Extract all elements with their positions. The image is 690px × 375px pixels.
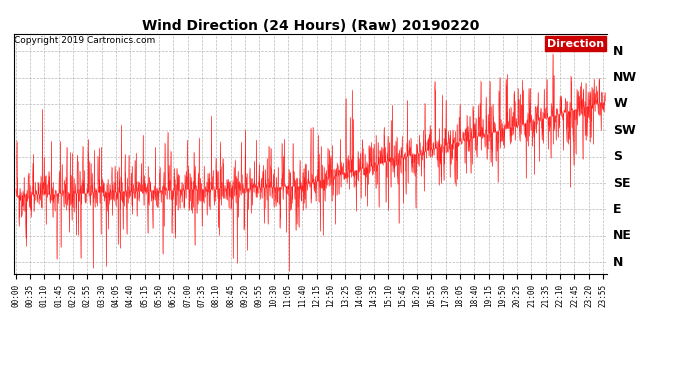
Title: Wind Direction (24 Hours) (Raw) 20190220: Wind Direction (24 Hours) (Raw) 20190220 [142,19,479,33]
Text: S: S [613,150,622,163]
Text: N: N [613,45,624,58]
Text: W: W [613,98,627,111]
Text: NW: NW [613,71,638,84]
Text: SW: SW [613,124,636,137]
Text: Direction: Direction [547,39,604,48]
Text: NE: NE [613,229,632,242]
Text: Copyright 2019 Cartronics.com: Copyright 2019 Cartronics.com [14,36,155,45]
Text: E: E [613,203,622,216]
Text: N: N [613,255,624,268]
Text: SE: SE [613,177,631,189]
